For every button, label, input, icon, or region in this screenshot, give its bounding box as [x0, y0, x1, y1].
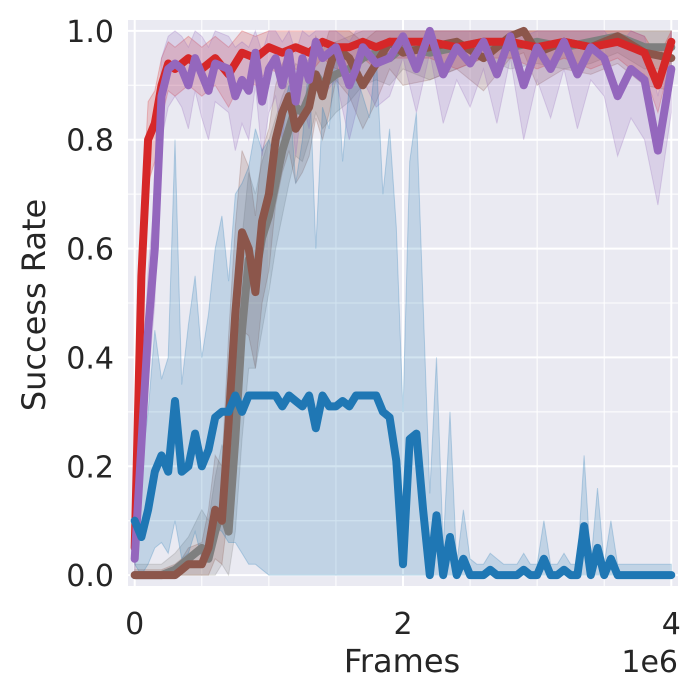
- x-tick-labels: 0 2 4: [125, 607, 681, 642]
- series-line-5: [130, 391, 676, 580]
- x-tick-label: 2: [393, 607, 412, 642]
- y-tick-label: 0.4: [66, 341, 114, 376]
- y-tick-label: 0.8: [66, 124, 114, 159]
- y-tick-label: 1.0: [66, 15, 114, 50]
- x-tick-label: 4: [662, 607, 681, 642]
- y-tick-label: 0.0: [66, 559, 114, 594]
- x-tick-label: 0: [125, 607, 144, 642]
- series-lines: [130, 26, 676, 580]
- y-tick-label: 0.2: [66, 450, 114, 485]
- x-axis-multiplier: 1e6: [621, 645, 678, 680]
- y-axis-title: Success Rate: [15, 199, 53, 411]
- y-tick-labels: 0.0 0.2 0.4 0.6 0.8 1.0: [66, 15, 114, 594]
- x-axis-title: Frames: [344, 642, 460, 680]
- y-tick-label: 0.6: [66, 233, 114, 268]
- series-line-4: [130, 26, 676, 563]
